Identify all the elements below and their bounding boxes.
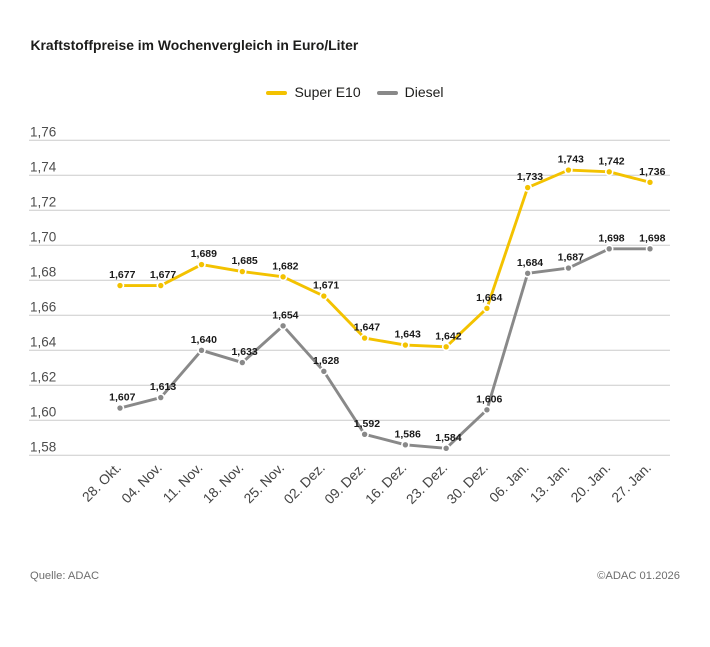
svg-text:1,684: 1,684 — [517, 257, 543, 269]
svg-text:1,72: 1,72 — [30, 194, 56, 209]
svg-text:1,647: 1,647 — [354, 322, 380, 334]
svg-text:1,687: 1,687 — [558, 252, 584, 264]
svg-text:1,60: 1,60 — [30, 404, 56, 419]
svg-text:1,633: 1,633 — [231, 346, 257, 358]
svg-text:1,62: 1,62 — [30, 369, 56, 384]
svg-text:1,70: 1,70 — [30, 229, 56, 244]
svg-text:1,68: 1,68 — [30, 264, 56, 279]
svg-text:1,685: 1,685 — [231, 255, 257, 267]
svg-text:1,698: 1,698 — [598, 232, 624, 244]
svg-text:1,643: 1,643 — [395, 329, 421, 341]
svg-text:1,682: 1,682 — [272, 260, 298, 272]
svg-text:1,607: 1,607 — [109, 392, 135, 404]
svg-text:1,613: 1,613 — [150, 381, 176, 393]
svg-text:1,74: 1,74 — [30, 159, 57, 174]
svg-text:1,642: 1,642 — [435, 330, 461, 342]
svg-text:1,664: 1,664 — [476, 292, 502, 304]
svg-text:1,66: 1,66 — [30, 299, 56, 314]
svg-text:1,677: 1,677 — [109, 269, 135, 281]
svg-text:1,58: 1,58 — [30, 439, 56, 454]
svg-text:1,654: 1,654 — [272, 309, 298, 321]
svg-text:1,628: 1,628 — [313, 355, 339, 367]
svg-text:1,689: 1,689 — [191, 248, 217, 260]
svg-text:1,640: 1,640 — [191, 334, 217, 346]
svg-text:1,698: 1,698 — [639, 232, 665, 244]
svg-text:1,677: 1,677 — [150, 269, 176, 281]
svg-text:1,586: 1,586 — [395, 428, 421, 440]
svg-text:1,743: 1,743 — [558, 154, 584, 166]
svg-text:1,606: 1,606 — [476, 393, 502, 405]
svg-text:1,592: 1,592 — [354, 418, 380, 430]
svg-text:1,736: 1,736 — [639, 166, 665, 178]
svg-text:1,64: 1,64 — [30, 334, 57, 349]
svg-text:1,671: 1,671 — [313, 280, 339, 292]
svg-text:1,733: 1,733 — [517, 171, 543, 183]
svg-text:1,584: 1,584 — [435, 432, 461, 444]
svg-text:1,742: 1,742 — [598, 155, 624, 167]
svg-text:1,76: 1,76 — [30, 124, 56, 139]
